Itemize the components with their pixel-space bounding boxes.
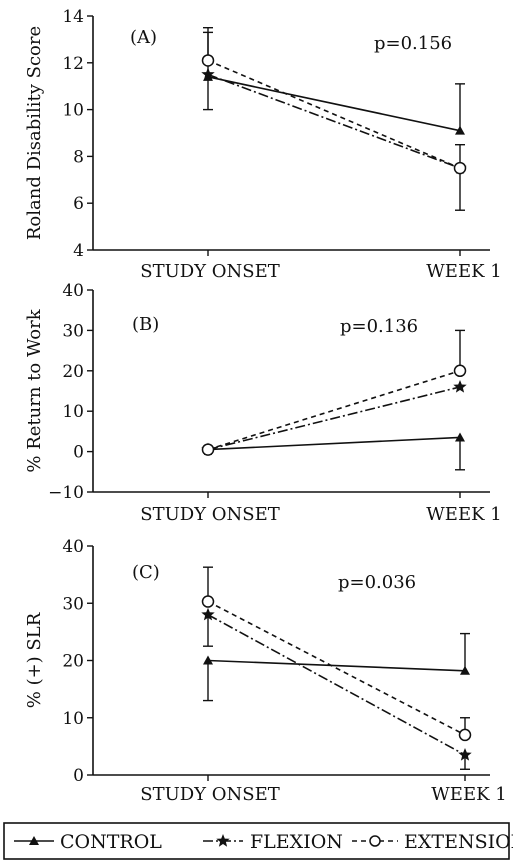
panel-a-x-tick-label: WEEK 1 <box>426 261 501 282</box>
panel-c-x-tick-label: STUDY ONSET <box>140 784 280 805</box>
panel-a-x-tick-label: STUDY ONSET <box>140 261 280 282</box>
panel-c-p-value: p=0.036 <box>338 572 416 593</box>
panel-c-series-control-line <box>207 659 466 672</box>
panel-b-series-extension-point <box>201 443 215 456</box>
panel-b-y-axis-label: % Return to Work <box>24 308 45 472</box>
panel-a-y-tick-label: 6 <box>73 194 84 214</box>
panel-a-series-extension-point <box>201 54 215 67</box>
panel-c-series-extension-line <box>207 600 466 736</box>
panel-a-y-tick-label: 10 <box>62 101 84 121</box>
panel-b-y-tick-label: 10 <box>62 402 84 422</box>
legend-box <box>3 822 510 860</box>
panel-a-series-control-point <box>455 125 465 135</box>
legend-control-label: CONTROL <box>60 831 162 853</box>
panel-a-y-axis-label: Roland Disability Score <box>24 26 45 240</box>
panel-b-series-extension-point <box>453 364 467 378</box>
legend-extension-marker <box>369 835 381 847</box>
panel-b-x-tick-label: STUDY ONSET <box>140 504 280 525</box>
legend-extension-label: EXTENSION <box>404 831 513 853</box>
legend-flexion-marker <box>216 834 230 847</box>
panel-c-y-tick-label: 10 <box>62 709 84 729</box>
panel-b-panel-label: (B) <box>132 314 159 335</box>
panel-a-y-tick-label: 14 <box>62 7 84 27</box>
panel-a-series-extension-line <box>207 59 461 169</box>
panel-c-series-control-point <box>203 655 213 665</box>
panel-c-series-flexion-line <box>207 613 466 756</box>
panel-c: 0 10 20 30 40 STUDY ONSET WEEK 1 % (+) SLR (C) p=… <box>24 537 507 805</box>
panel-a: 4 6 8 10 12 14 STUDY ONSET WEEK 1 Roland Disabil… <box>24 7 502 282</box>
legend-control-marker <box>29 836 39 845</box>
panel-b-y-tick-label: −10 <box>48 483 84 503</box>
panel-b-y-tick-label: 20 <box>62 362 84 382</box>
panel-b-series-flexion-point <box>453 380 467 393</box>
panel-b-series-extension-line <box>207 370 461 451</box>
panel-b-y-tick-label: 0 <box>73 443 84 463</box>
panel-a-series-extension-point <box>453 161 467 175</box>
panel-c-y-tick-label: 40 <box>62 537 84 557</box>
panel-c-series-control-point <box>460 665 470 675</box>
panel-a-y-tick-label: 4 <box>73 241 84 261</box>
panel-b-series-control-line <box>207 436 461 451</box>
panel-c-y-axis-label: % (+) SLR <box>24 612 45 708</box>
panel-b-y-tick-label: 30 <box>62 321 84 341</box>
panel-b-x-tick-label: WEEK 1 <box>426 504 501 525</box>
panel-c-y-tick-label: 20 <box>62 652 84 672</box>
panel-c-panel-label: (C) <box>132 562 160 583</box>
panel-c-series-extension-point <box>201 595 215 608</box>
panel-b-y-tick-label: 40 <box>62 281 84 301</box>
panel-c-series-flexion-point <box>458 748 472 761</box>
panel-a-series-flexion-point <box>201 67 215 81</box>
panel-a-y-tick-label: 12 <box>62 54 84 74</box>
panel-c-series-flexion-point <box>201 607 215 621</box>
panel-c-series-extension-point <box>458 728 472 742</box>
panel-c-y-tick-label: 30 <box>62 594 84 614</box>
panel-a-series-flexion-line <box>207 73 461 169</box>
panel-a-panel-label: (A) <box>130 27 157 48</box>
panel-b-p-value: p=0.136 <box>340 316 418 337</box>
panel-a-y-tick-label: 8 <box>73 147 84 167</box>
panel-c-y-tick-label: 0 <box>73 766 84 786</box>
panel-a-p-value: p=0.156 <box>374 33 452 54</box>
panel-b-series-control-point <box>455 432 465 442</box>
panel-a-series-control-line <box>207 76 461 132</box>
panel-c-x-tick-label: WEEK 1 <box>431 784 506 805</box>
panel-b-series-flexion-line <box>207 386 461 451</box>
legend-flexion-label: FLEXION <box>250 831 343 853</box>
legend: CONTROL FLEXION EXTENSION <box>3 822 513 860</box>
panel-b: −10 0 10 20 30 40 STUDY ONSET WEEK 1 % Return to… <box>24 281 502 525</box>
